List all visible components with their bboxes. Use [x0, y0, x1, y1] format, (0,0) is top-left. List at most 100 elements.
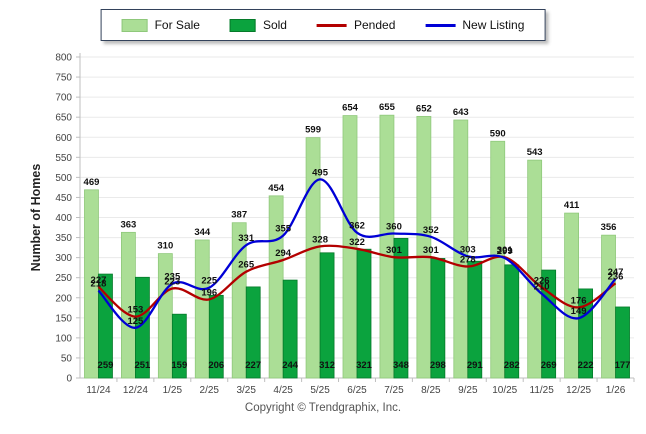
for-sale-value-label: 654 — [342, 103, 359, 114]
sold-bar — [171, 313, 187, 379]
x-tick-label: 2/25 — [200, 385, 220, 396]
x-tick-label: 10/25 — [492, 385, 517, 396]
sold-bar — [467, 260, 483, 379]
x-tick-label: 12/25 — [566, 385, 591, 396]
pended-line-icon — [316, 23, 347, 27]
pended-value-label: 227 — [91, 275, 107, 286]
sold-bar — [282, 279, 298, 379]
y-tick-label: 100 — [55, 333, 72, 344]
y-tick-label: 800 — [55, 53, 72, 64]
y-tick-label: 600 — [55, 133, 72, 144]
sold-swatch-icon — [229, 18, 256, 32]
legend-item-sold: Sold — [229, 18, 287, 32]
pended-value-label: 236 — [608, 271, 624, 282]
y-tick-label: 700 — [55, 93, 72, 104]
new-listing-value-label: 218 — [91, 279, 107, 290]
legend-label-new-listing: New Listing — [462, 18, 525, 32]
pended-value-label: 301 — [423, 245, 440, 256]
legend-label-for-sale: For Sale — [154, 18, 200, 32]
for-sale-bar — [194, 239, 210, 379]
sold-bar — [319, 252, 335, 379]
new-listing-value-label: 362 — [349, 221, 365, 232]
x-tick-label: 1/26 — [606, 385, 626, 396]
y-axis-title: Number of Homes — [29, 164, 43, 272]
sold-value-label: 298 — [430, 360, 446, 371]
sold-bar — [98, 273, 113, 379]
y-tick-label: 50 — [61, 353, 73, 364]
for-sale-bar — [490, 140, 506, 379]
y-tick-label: 450 — [55, 193, 72, 204]
y-tick-label: 300 — [55, 253, 72, 264]
legend-item-for-sale: For Sale — [121, 18, 200, 32]
sold-value-label: 251 — [134, 360, 151, 371]
legend-item-pended: Pended — [316, 18, 396, 32]
new-listing-value-label: 299 — [497, 246, 513, 257]
x-tick-label: 6/25 — [347, 385, 367, 396]
legend-label-pended: Pended — [353, 18, 396, 32]
pended-line — [97, 244, 617, 318]
labels-layer: 469 363 310 344 387 454 599 654 655 652 643 590 543 4… — [84, 102, 631, 371]
legend-label-sold: Sold — [262, 18, 287, 32]
pended-value-label: 294 — [275, 248, 292, 259]
sold-value-label: 206 — [208, 360, 224, 371]
y-tick-label: 550 — [55, 153, 72, 164]
pended-value-label: 265 — [238, 260, 255, 271]
pended-value-label: 176 — [571, 295, 587, 306]
for-sale-value-label: 599 — [305, 125, 321, 136]
pended-value-label: 226 — [534, 275, 550, 286]
pended-value-label: 301 — [497, 245, 514, 256]
new-listing-value-label: 247 — [608, 267, 624, 278]
y-tick-label: 150 — [55, 313, 72, 324]
sold-bar — [356, 248, 372, 379]
x-tick-label: 3/25 — [236, 385, 256, 396]
y-tick-label: 400 — [55, 213, 72, 224]
pended-value-label: 223 — [164, 277, 180, 288]
pended-value-label: 328 — [312, 234, 328, 245]
for-sale-value-label: 356 — [601, 222, 617, 233]
x-tick-label: 11/25 — [530, 385, 555, 396]
for-sale-value-label: 643 — [453, 107, 469, 118]
sold-bar — [245, 286, 261, 379]
pended-value-label: 196 — [201, 287, 217, 298]
for-sale-value-label: 652 — [416, 103, 432, 114]
y-tick-label: 650 — [55, 113, 72, 124]
for-sale-value-label: 344 — [194, 227, 211, 238]
sold-value-label: 312 — [319, 360, 335, 371]
new-listing-value-label: 495 — [312, 167, 329, 178]
for-sale-value-label: 363 — [120, 219, 136, 230]
copyright-text: Copyright © Trendgraphix, Inc. — [244, 402, 402, 414]
pended-value-label: 153 — [127, 305, 143, 316]
sold-value-label: 222 — [578, 360, 594, 371]
pended-value-label: 301 — [386, 245, 403, 256]
sold-value-label: 244 — [282, 360, 299, 371]
axis-layer: 0 50 100 150 200 250 300 350 400 450 500 550 600 650 7… — [29, 53, 635, 396]
new-listing-value-label: 352 — [423, 225, 439, 236]
sold-value-label: 259 — [98, 360, 114, 371]
x-tick-label: 5/25 — [310, 385, 330, 396]
sold-value-label: 282 — [504, 360, 520, 371]
x-tick-label: 9/25 — [458, 385, 478, 396]
sold-value-label: 177 — [615, 360, 631, 371]
x-tick-label: 7/25 — [384, 385, 404, 396]
x-tick-label: 12/24 — [123, 385, 148, 396]
sold-value-label: 291 — [467, 360, 484, 371]
sold-value-label: 159 — [171, 360, 187, 371]
y-tick-label: 350 — [55, 233, 72, 244]
new-listing-value-label: 360 — [386, 222, 402, 233]
new-listing-line — [97, 178, 617, 329]
y-tick-label: 0 — [66, 374, 72, 385]
new-listing-value-label: 149 — [571, 306, 587, 317]
legend-item-new-listing: New Listing — [425, 18, 524, 32]
sold-value-label: 348 — [393, 360, 409, 371]
new-listing-value-label: 331 — [238, 233, 255, 244]
for-sale-value-label: 543 — [527, 147, 543, 158]
for-sale-value-label: 469 — [84, 177, 100, 188]
pended-value-label: 278 — [460, 254, 476, 265]
new-listing-line-icon — [425, 23, 456, 27]
new-listing-value-label: 210 — [534, 282, 550, 293]
for-sale-bar — [601, 234, 616, 379]
new-listing-value-label: 225 — [201, 276, 218, 287]
sold-bar — [615, 306, 630, 379]
